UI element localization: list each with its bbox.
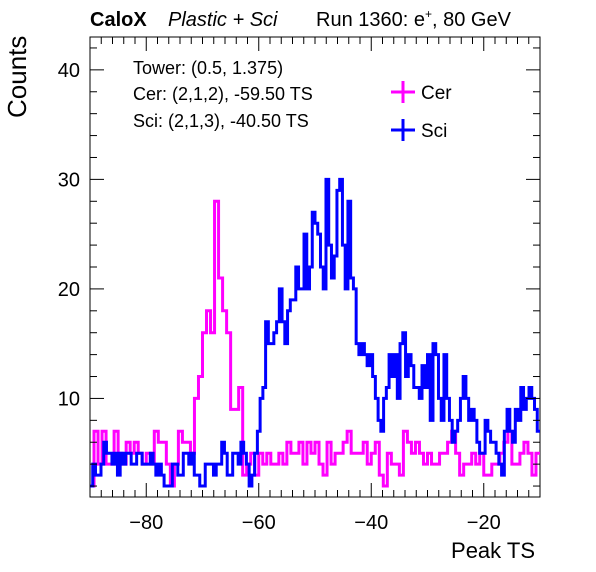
legend: Cer Sci — [391, 81, 452, 142]
header-run-info: Run 1360: e+, 80 GeV — [316, 7, 512, 31]
y-tick-label: 20 — [58, 279, 80, 301]
plot-frame-rect — [89, 36, 541, 498]
plot-frame — [89, 36, 541, 498]
y-axis-label: Counts — [2, 36, 32, 118]
y-tick-label: 40 — [58, 60, 80, 82]
y-tick-label: 30 — [58, 169, 80, 191]
info-cer: Cer: (2,1,2), -59.50 TS — [133, 84, 313, 104]
series-layer — [90, 177, 540, 488]
legend-label-sci: Sci — [421, 121, 447, 142]
x-axis-label: Peak TS — [451, 538, 535, 563]
legend-label-cer: Cer — [421, 83, 452, 104]
series-cer-histogram — [90, 199, 540, 488]
header-subtitle: Plastic + Sci — [168, 9, 278, 31]
x-tick-label: −40 — [354, 512, 388, 534]
info-tower: Tower: (0.5, 1.375) — [133, 58, 283, 78]
y-tick-label: 10 — [58, 388, 80, 410]
x-tick-label: −60 — [242, 512, 276, 534]
x-tick-label: −20 — [467, 512, 501, 534]
x-tick-label: −80 — [129, 512, 163, 534]
info-sci: Sci: (2,1,3), -40.50 TS — [133, 111, 309, 131]
series-sci-histogram — [90, 177, 540, 488]
axis-ticks: −80 −60 −40 −20 10 20 30 40 — [58, 37, 541, 534]
header-brand: CaloX — [90, 9, 147, 31]
